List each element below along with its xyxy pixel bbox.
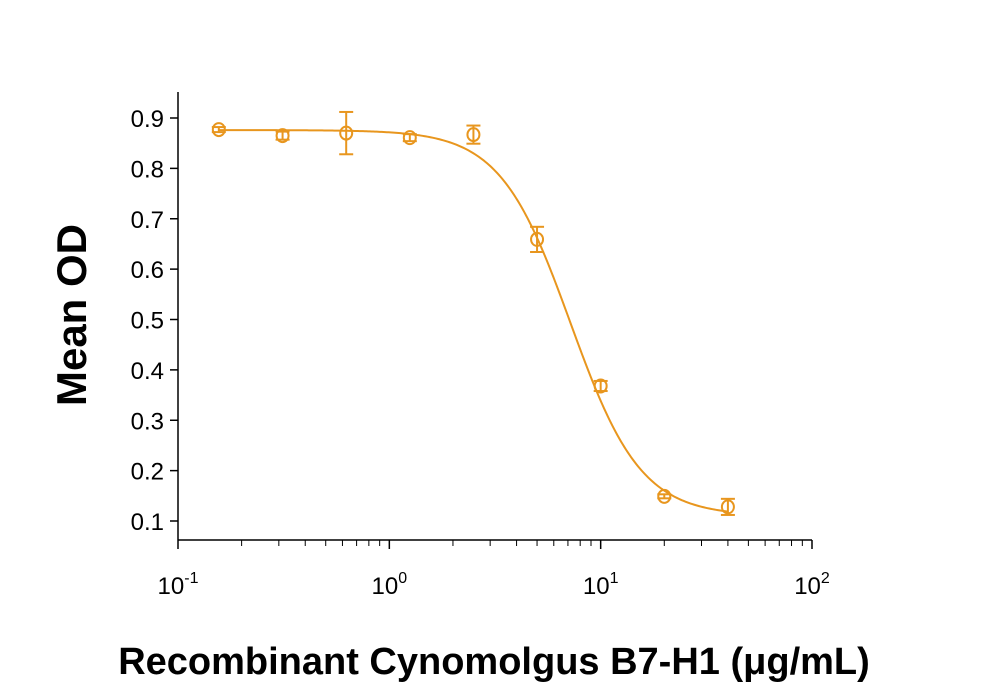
- data-marker: [720, 499, 735, 515]
- axes: [170, 92, 813, 549]
- x-tick-exponent: 1: [610, 570, 619, 587]
- data-point: [402, 130, 417, 146]
- x-tick-exponent: -1: [184, 570, 198, 587]
- data-markers: [211, 110, 735, 516]
- data-marker: [657, 488, 672, 504]
- data-marker: [593, 378, 608, 394]
- data-point: [657, 488, 672, 504]
- x-tick-base: 10: [583, 573, 610, 600]
- x-tick-label: 100: [372, 570, 408, 600]
- data-point: [211, 122, 226, 138]
- data-marker: [275, 128, 290, 144]
- y-axis-title: Mean OD: [48, 224, 95, 406]
- y-tick-label: 0.4: [131, 358, 164, 385]
- x-tick-exponent: 2: [821, 570, 830, 587]
- x-tick-exponent: 0: [398, 570, 407, 587]
- data-marker: [402, 130, 417, 146]
- y-tick-labels: 0.1 0.2 0.3 0.4 0.5 0.6 0.7 0.8 0.9: [131, 106, 164, 536]
- x-tick-base: 10: [794, 573, 821, 600]
- data-point: [339, 110, 354, 156]
- y-tick-label: 0.8: [131, 156, 164, 183]
- data-marker: [211, 122, 226, 138]
- data-point: [720, 497, 735, 516]
- fit-curve: [218, 129, 729, 513]
- data-point: [466, 124, 481, 145]
- y-tick-label: 0.5: [131, 308, 164, 335]
- data-marker: [530, 231, 545, 247]
- y-tick-label: 0.6: [131, 257, 164, 284]
- data-point: [275, 128, 290, 144]
- y-tick-label: 0.2: [131, 459, 164, 486]
- x-tick-base: 10: [372, 573, 399, 600]
- data-point: [530, 225, 545, 253]
- y-tick-label: 0.9: [131, 106, 164, 133]
- x-tick-label: 10-1: [158, 570, 199, 600]
- data-point: [593, 378, 608, 394]
- y-tick-label: 0.7: [131, 207, 164, 234]
- x-tick-labels: 10-1 100 101 102: [158, 570, 830, 600]
- x-axis-title: Recombinant Cynomolgus B7-H1 (μg/mL): [118, 641, 870, 683]
- y-tick-label: 0.1: [131, 509, 164, 536]
- data-marker: [339, 125, 354, 141]
- y-tick-label: 0.3: [131, 408, 164, 435]
- x-tick-label: 102: [794, 570, 830, 600]
- x-tick-label: 101: [583, 570, 619, 600]
- data-marker: [466, 127, 481, 143]
- x-tick-base: 10: [158, 573, 185, 600]
